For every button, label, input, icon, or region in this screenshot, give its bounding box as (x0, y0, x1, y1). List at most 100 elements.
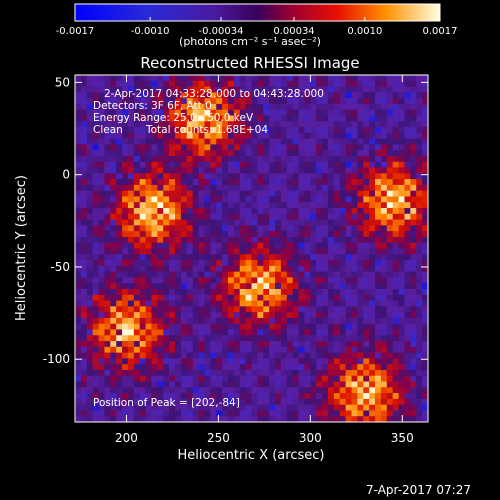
heat-cell (351, 300, 358, 307)
heat-cell (169, 179, 176, 186)
heat-cell (204, 375, 211, 382)
heat-cell (157, 92, 164, 99)
heat-cell (204, 219, 211, 226)
heat-cell (222, 312, 229, 319)
heat-cell (286, 352, 294, 359)
heat-cell (275, 341, 282, 348)
heat-cell (175, 208, 182, 215)
heat-cell (422, 121, 429, 128)
heat-cell (363, 179, 370, 186)
heat-cell (339, 335, 347, 342)
heat-cell (245, 364, 252, 371)
heat-cell (169, 317, 176, 325)
heat-cell (216, 86, 223, 93)
heat-cell (422, 75, 429, 82)
heat-cell (416, 86, 423, 93)
heat-cell (216, 231, 223, 238)
heat-cell (286, 92, 294, 99)
heat-cell (345, 393, 352, 400)
heat-cell (222, 277, 229, 284)
heat-cell (245, 416, 252, 423)
heat-cell (280, 231, 288, 238)
y-tick-label: 50 (55, 75, 70, 89)
heat-cell (75, 341, 82, 348)
heat-cell (327, 335, 335, 342)
heat-cell (363, 115, 370, 122)
heat-cell (239, 335, 247, 342)
heat-cell (298, 260, 305, 267)
heat-cell (116, 317, 123, 325)
heat-cell (363, 381, 370, 388)
heat-cell (80, 161, 88, 168)
heat-cell (186, 75, 194, 82)
heat-cell (210, 127, 217, 134)
heat-cell (210, 260, 217, 267)
heat-cell (286, 231, 294, 238)
heat-cell (310, 416, 317, 423)
heat-cell (157, 393, 164, 400)
heat-cell (157, 358, 164, 365)
heat-cell (392, 179, 399, 186)
heat-cell (286, 335, 294, 342)
heat-cell (222, 393, 229, 400)
heat-cell (257, 202, 264, 209)
heat-cell (104, 288, 111, 296)
heat-cell (104, 202, 111, 209)
heat-cell (380, 254, 388, 261)
heat-cell (169, 190, 176, 197)
heat-cell (127, 190, 135, 197)
heat-cell (192, 167, 199, 174)
heat-cell (216, 323, 223, 330)
heat-cell (416, 300, 423, 307)
heat-cell (98, 404, 105, 411)
heat-cell (375, 294, 382, 301)
heat-cell (86, 283, 94, 290)
heat-cell (104, 213, 111, 220)
heat-cell (151, 173, 158, 180)
heat-cell (151, 92, 158, 99)
heat-cell (163, 317, 170, 325)
heat-cell (269, 92, 276, 99)
heat-cell (280, 288, 288, 296)
heat-cell (369, 92, 376, 99)
heat-cell (386, 300, 394, 307)
heat-cell (116, 277, 123, 284)
heat-cell (251, 173, 258, 180)
heat-cell (80, 138, 88, 145)
heat-cell (133, 173, 141, 180)
heat-cell (380, 398, 388, 406)
plot-frame (74, 74, 429, 423)
heat-cell (222, 404, 229, 411)
heat-cell (286, 242, 294, 249)
heat-cell (280, 306, 288, 313)
heat-cell (410, 398, 417, 406)
heat-cell (198, 352, 205, 359)
heat-cell (298, 393, 305, 400)
heat-cell (186, 323, 194, 330)
heat-cell (269, 231, 276, 238)
heat-cell (398, 341, 405, 348)
heat-cell (422, 352, 429, 359)
heat-cell (186, 202, 194, 209)
heat-cell (122, 248, 129, 255)
heat-cell (216, 190, 223, 197)
heat-cell (333, 155, 341, 163)
heat-cell (145, 369, 152, 377)
heat-cell (286, 283, 294, 290)
heat-cell (380, 265, 388, 273)
heat-cell (392, 196, 399, 203)
heat-cell (245, 213, 252, 220)
heat-cell (345, 80, 352, 87)
heat-cell (175, 398, 182, 406)
heat-cell (251, 312, 258, 319)
heat-cell (280, 121, 288, 128)
heat-cell (233, 138, 241, 145)
heat-cell (192, 277, 199, 284)
heat-cell (122, 369, 129, 377)
heat-cell (175, 103, 182, 111)
heat-cell (257, 98, 264, 105)
heat-cell (239, 103, 247, 111)
heat-cell (92, 150, 99, 157)
heat-cell (251, 294, 258, 301)
heat-cell (216, 173, 223, 180)
